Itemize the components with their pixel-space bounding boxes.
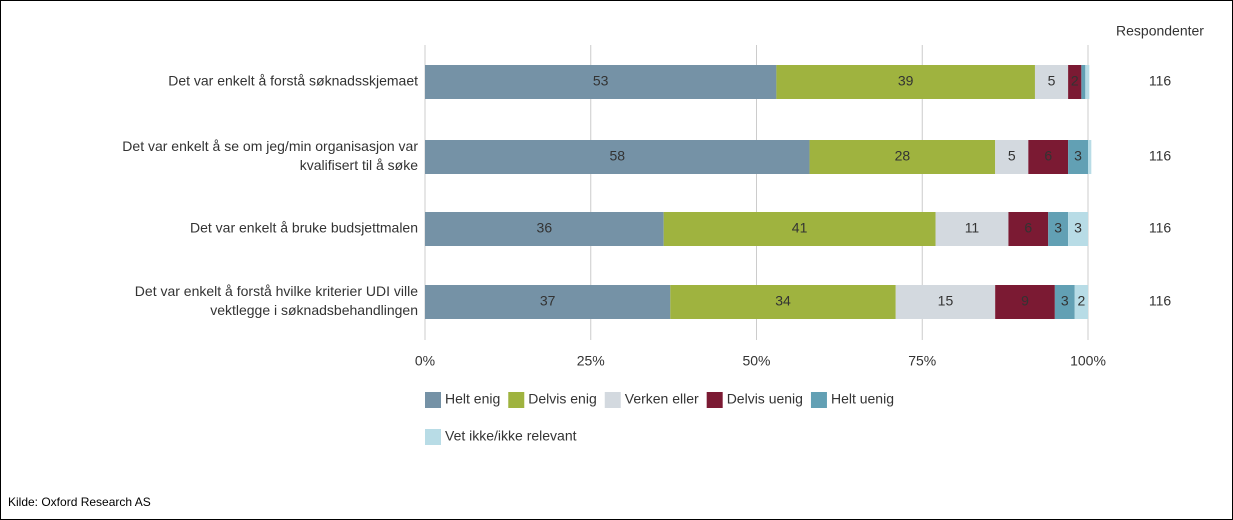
bar-segment [663, 212, 936, 246]
data-label: 6 [1044, 148, 1052, 164]
source: Kilde: Oxford Research AS [8, 495, 151, 509]
bar-segment [1034, 65, 1069, 99]
bar-segment [995, 140, 1029, 174]
data-label: 6 [1024, 220, 1032, 236]
data-label: 39 [898, 73, 914, 89]
legend-swatch [425, 392, 441, 408]
data-label: 11 [965, 220, 980, 236]
category-label: kvalifisert til å søke [300, 157, 418, 173]
legend-label: Vet ikke/ikke relevant [445, 428, 577, 444]
data-label: 36 [537, 220, 553, 236]
data-label: 9 [1021, 293, 1029, 309]
category-label: Det var enkelt å forstå hvilke kriterier… [135, 283, 418, 299]
data-label: 5 [1048, 73, 1056, 89]
bar-segment [425, 65, 777, 99]
bar-segment [1054, 285, 1075, 319]
bar-segment [895, 285, 996, 319]
legend-label: Helt uenig [831, 391, 894, 407]
x-tick-label: 25% [577, 353, 605, 369]
legend-swatch [810, 392, 827, 408]
respondents-value: 116 [1149, 73, 1172, 89]
bar-segment [1048, 212, 1069, 246]
data-label: 28 [895, 148, 911, 164]
category-label: Det var enkelt å bruke budsjettmalen [190, 220, 418, 236]
data-label: 3 [1061, 293, 1069, 309]
x-tick-label: 75% [908, 353, 936, 369]
category-label: Det var enkelt å se om jeg/min organisas… [122, 138, 418, 154]
data-label: 2 [1077, 293, 1085, 309]
data-label: 3 [1054, 220, 1062, 236]
data-label: 41 [792, 220, 808, 236]
bar-segment [425, 212, 664, 246]
legend-swatch [508, 392, 525, 408]
bar-segment [670, 285, 896, 319]
legend-label: Verken eller [625, 391, 699, 407]
data-label: 5 [1008, 148, 1016, 164]
bar-segment [935, 212, 1009, 246]
bar-segment [1028, 140, 1069, 174]
category-label: vektlegge i søknadsbehandlingen [210, 302, 418, 318]
bar-segment [425, 285, 671, 319]
legend-swatch [604, 392, 621, 408]
x-tick-label: 0% [415, 353, 435, 369]
data-label: 37 [540, 293, 556, 309]
bar-segment [809, 140, 996, 174]
data-label: 15 [938, 293, 954, 309]
bar-segment [1068, 140, 1088, 174]
bar-segment [776, 65, 1035, 99]
bar-segment [1088, 140, 1092, 174]
bar-segment [1068, 212, 1088, 246]
bar-segment [425, 140, 810, 174]
respondents-title: Respondenter [1116, 23, 1204, 39]
bar-segment [1068, 65, 1082, 99]
legend-swatch [425, 429, 441, 445]
data-label: 3 [1074, 220, 1082, 236]
x-tick-label: 100% [1070, 353, 1106, 369]
respondents-value: 116 [1149, 148, 1172, 164]
data-label: 58 [609, 148, 625, 164]
bar-segment [995, 285, 1055, 319]
category-label: Det var enkelt å forstå søknadsskjemaet [168, 73, 418, 89]
bar-segment [1074, 285, 1088, 319]
data-label: 53 [593, 73, 609, 89]
legend-label: Delvis enig [528, 391, 596, 407]
bar-segment [1085, 65, 1090, 99]
x-tick-label: 50% [742, 353, 770, 369]
respondents-value: 116 [1149, 293, 1172, 309]
legend-label: Delvis uenig [727, 391, 803, 407]
legend-swatch [706, 392, 723, 408]
legend-label: Helt enig [445, 391, 500, 407]
bar-segment [1008, 212, 1049, 246]
data-label: 2 [1071, 73, 1079, 89]
data-label: 3 [1074, 148, 1082, 164]
bar-segment [1081, 65, 1086, 99]
respondents-value: 116 [1149, 220, 1172, 236]
data-label: 34 [775, 293, 791, 309]
